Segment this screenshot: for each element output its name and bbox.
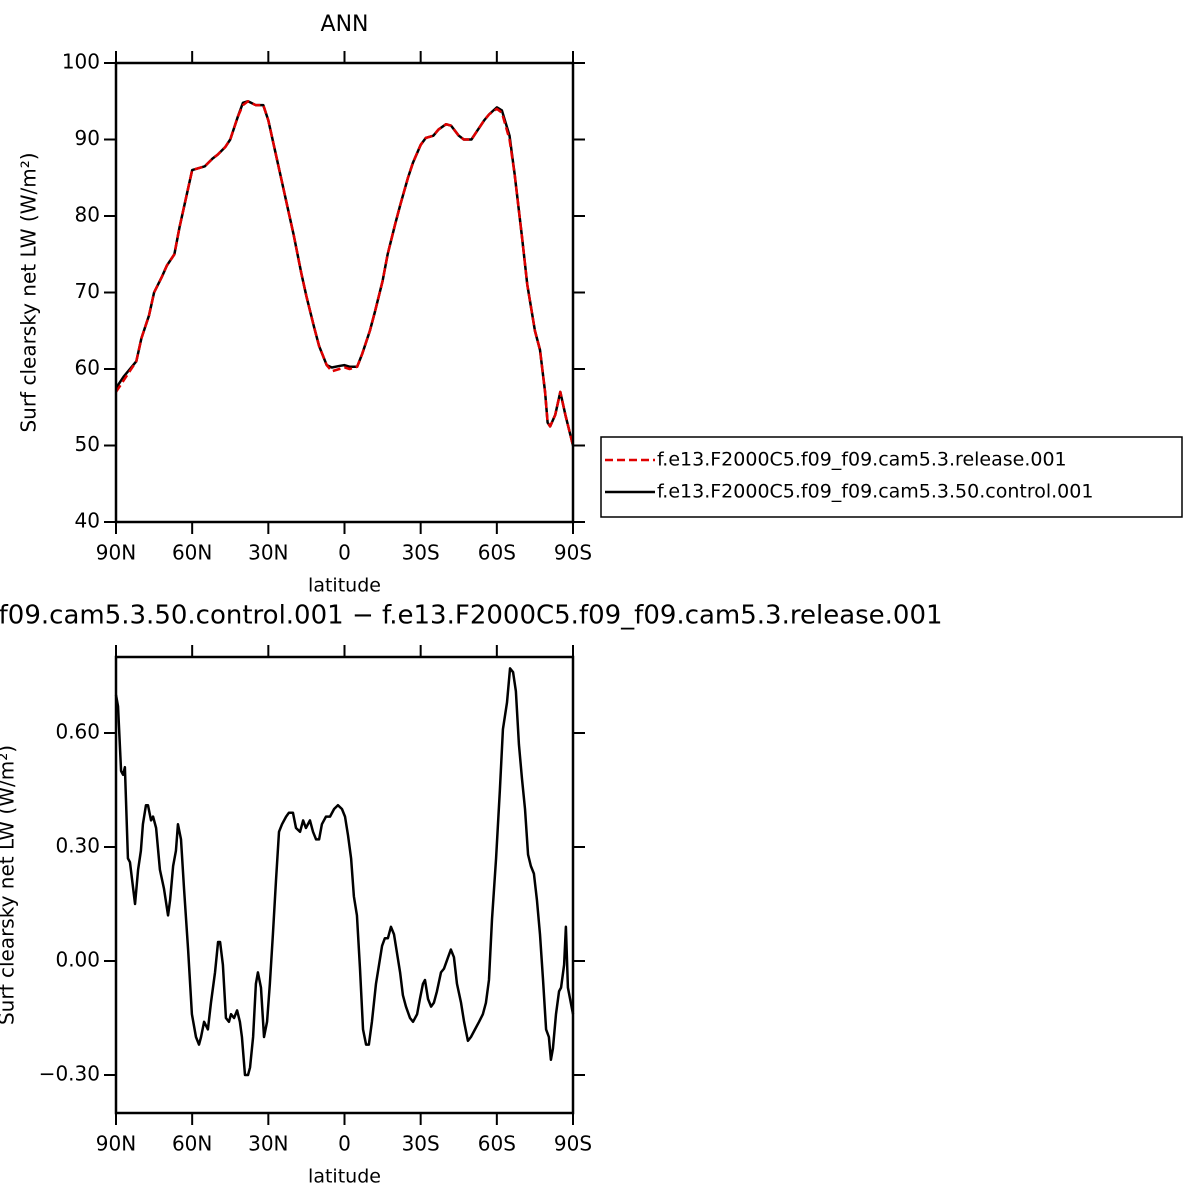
x-axis-label: latitude bbox=[308, 1166, 381, 1188]
x-tick-label: 30S bbox=[402, 1132, 440, 1156]
x-tick-label: 90S bbox=[554, 1132, 592, 1156]
plot-frame bbox=[114, 61, 575, 524]
chart-title: f.e13.F2000C5.f09_f09.cam5.3.50.control.… bbox=[0, 601, 943, 631]
x-tick-label: 30S bbox=[402, 541, 440, 565]
y-tick-label: 100 bbox=[62, 50, 100, 74]
x-tick-label: 30N bbox=[248, 541, 288, 565]
x-tick-label: 30N bbox=[248, 1132, 288, 1156]
legend-label: f.e13.F2000C5.f09_f09.cam5.3.release.001 bbox=[657, 449, 1067, 471]
y-axis-label: Surf clearsky net LW (W/m²) bbox=[0, 745, 19, 1025]
x-tick-label: 60N bbox=[172, 541, 212, 565]
x-tick-label: 90N bbox=[96, 1132, 136, 1156]
y-tick-label: 0.30 bbox=[55, 834, 100, 858]
y-tick-label: −0.30 bbox=[39, 1062, 100, 1086]
legend-box bbox=[600, 436, 1183, 518]
y-tick-label: 80 bbox=[75, 203, 100, 227]
data-line bbox=[114, 100, 575, 446]
x-tick-label: 60N bbox=[172, 1132, 212, 1156]
data-line bbox=[114, 100, 575, 446]
x-axis-label: latitude bbox=[308, 575, 381, 597]
chart-title: ANN bbox=[321, 12, 369, 37]
y-tick-label: 40 bbox=[75, 509, 100, 533]
x-tick-label: 90N bbox=[96, 541, 136, 565]
legend-label: f.e13.F2000C5.f09_f09.cam5.3.50.control.… bbox=[657, 481, 1093, 503]
x-tick-label: 60S bbox=[478, 541, 516, 565]
y-tick-label: 0.00 bbox=[55, 948, 100, 972]
x-tick-label: 0 bbox=[338, 1132, 351, 1156]
data-line bbox=[114, 667, 575, 1077]
y-axis-label: Surf clearsky net LW (W/m²) bbox=[17, 152, 41, 432]
y-tick-label: 60 bbox=[75, 356, 100, 380]
plot-frame bbox=[114, 655, 575, 1115]
x-tick-label: 0 bbox=[338, 541, 351, 565]
y-tick-label: 0.60 bbox=[55, 720, 100, 744]
y-tick-label: 70 bbox=[75, 279, 100, 303]
x-tick-label: 60S bbox=[478, 1132, 516, 1156]
y-tick-label: 90 bbox=[75, 126, 100, 150]
y-tick-label: 50 bbox=[75, 432, 100, 456]
x-tick-label: 90S bbox=[554, 541, 592, 565]
